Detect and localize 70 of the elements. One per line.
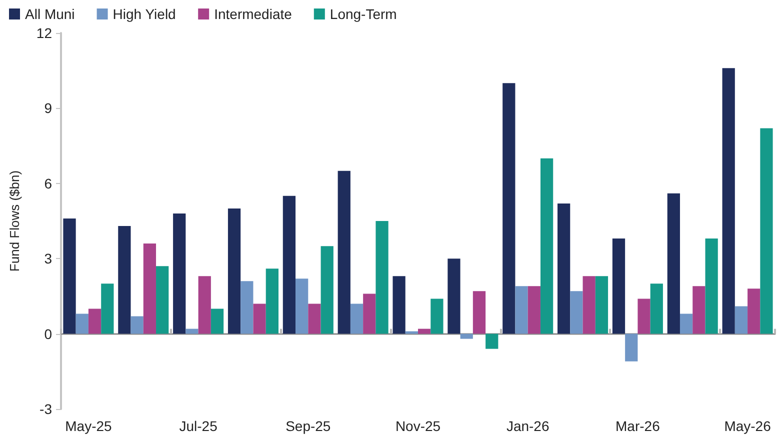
- bar: [282, 196, 296, 334]
- bar: [173, 213, 186, 334]
- legend-label: All Muni: [25, 6, 75, 22]
- bar: [76, 314, 88, 334]
- bar: [722, 68, 735, 334]
- bar: [680, 314, 693, 334]
- y-tick-label: 0: [44, 326, 52, 342]
- bar: [734, 306, 748, 334]
- bar: [88, 308, 102, 334]
- bar: [638, 298, 650, 334]
- bar: [350, 304, 364, 334]
- bar: [667, 193, 680, 334]
- bar: [63, 218, 76, 334]
- bar: [118, 226, 131, 334]
- bar: [540, 158, 554, 334]
- bar: [582, 276, 596, 334]
- x-tick-label: Jul-25: [179, 418, 218, 434]
- y-tick-label: 6: [44, 175, 52, 192]
- bar: [625, 334, 638, 362]
- legend-label: High Yield: [112, 6, 176, 22]
- bar: [448, 258, 460, 334]
- bar: [363, 294, 376, 334]
- bar: [558, 203, 570, 334]
- bar: [143, 244, 156, 334]
- bar: [515, 286, 528, 334]
- bar: [705, 238, 718, 334]
- bar: [320, 246, 334, 334]
- bar: [612, 238, 626, 334]
- bar: [186, 328, 198, 334]
- x-tick-label: May-25: [65, 418, 112, 434]
- x-tick-label: Mar-26: [616, 418, 660, 434]
- bar: [228, 208, 241, 334]
- bar: [430, 298, 444, 334]
- bar: [748, 288, 760, 334]
- bar: [198, 276, 211, 334]
- bar: [405, 331, 418, 334]
- bar: [692, 286, 706, 334]
- x-tick-label: May-26: [724, 418, 772, 434]
- bar: [760, 128, 773, 334]
- bar: [528, 286, 540, 334]
- bar: [253, 304, 266, 334]
- bar: [502, 83, 516, 334]
- y-tick-label: -3: [40, 401, 52, 417]
- x-tick-label: Jan-26: [506, 418, 550, 434]
- bar: [240, 281, 254, 334]
- x-tick-label: Nov-25: [395, 418, 441, 434]
- legend-label: Long-Term: [330, 6, 397, 22]
- y-tick-label: 12: [36, 25, 52, 41]
- bar: [418, 328, 431, 334]
- bar: [595, 276, 608, 334]
- x-tick-label: Sep-25: [286, 418, 331, 434]
- bar: [570, 291, 583, 334]
- bar: [210, 308, 224, 334]
- bar: [130, 316, 144, 334]
- bar: [392, 276, 406, 334]
- bar: [101, 284, 114, 334]
- bar: [296, 278, 308, 334]
- y-axis-title: Fund Flows ($bn): [7, 170, 22, 272]
- bar: [338, 170, 350, 334]
- bar: [472, 291, 486, 334]
- y-tick-label: 3: [44, 250, 52, 267]
- legend-label: Intermediate: [214, 6, 292, 22]
- bar: [156, 266, 169, 334]
- bar: [486, 334, 498, 349]
- bar: [266, 268, 278, 334]
- bar: [460, 334, 473, 339]
- bar: [650, 284, 663, 334]
- y-tick-label: 9: [44, 100, 52, 116]
- bar: [308, 304, 321, 334]
- bar: [376, 221, 388, 334]
